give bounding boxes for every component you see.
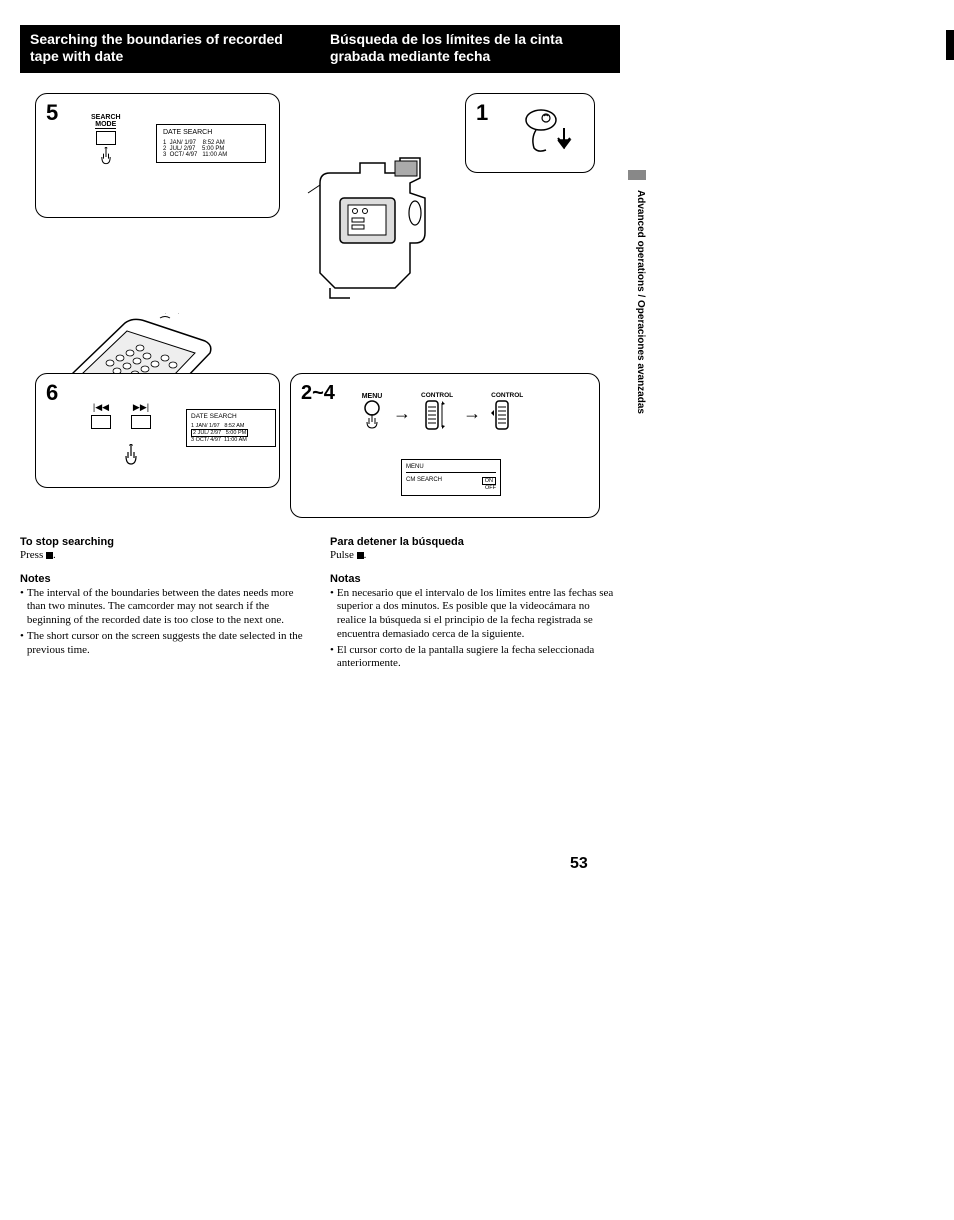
note-bullet: •El cursor corto de la pantalla sugiere … [330, 644, 620, 672]
note-bullet: •The short cursor on the screen suggests… [20, 630, 310, 658]
menu-label: MENU [361, 393, 383, 400]
power-switch-icon [516, 108, 581, 163]
step-2-4-number: 2~4 [301, 382, 335, 405]
body-text-columns: To stop searching Press . Notes •The int… [20, 536, 620, 672]
side-tab-icon [628, 170, 646, 180]
button-outline-icon [131, 415, 151, 429]
hand-press-icon [121, 444, 141, 468]
step-5-number: 5 [46, 100, 58, 126]
page-number: 53 [570, 855, 588, 873]
cm-search-label: CM SEARCH [406, 477, 442, 491]
search-mode-label-bottom: MODE [95, 121, 116, 129]
rewind-icon: |◀◀ [91, 402, 111, 413]
step-5-panel: 5 SEARCH MODE DATE SEARCH 1 JAN/ 1/97 8:… [35, 93, 280, 218]
search-mode-label-top: SEARCH [91, 114, 121, 121]
menu-screen-box: MENU CM SEARCH ON OFF [401, 459, 501, 496]
date-search-title-5: DATE SEARCH [163, 129, 259, 136]
arrow-right-icon: → [393, 403, 411, 424]
header-title-es: Búsqueda de los límites de la cinta grab… [320, 31, 610, 65]
note-bullet: •The interval of the boundaries between … [20, 587, 310, 628]
menu-button-diagram: MENU [361, 393, 383, 435]
control-dial-press-icon [491, 399, 517, 431]
stop-text-en: Press . [20, 549, 310, 561]
menu-control-flow: MENU → CONTROL [361, 392, 523, 436]
step-2-4-panel: 2~4 MENU → CONTROL [290, 373, 600, 518]
stop-icon [46, 552, 53, 559]
step-6-number: 6 [46, 380, 58, 406]
control-label: CONTROL [421, 392, 453, 399]
control-dial-1: CONTROL [421, 392, 453, 436]
date-row: 3 OCT/ 4/97 11:00 AM [163, 152, 259, 158]
menu-box-title: MENU [406, 464, 496, 473]
control-dial-icon [421, 399, 447, 431]
edge-mark [946, 30, 954, 60]
stop-icon [357, 552, 364, 559]
control-dial-2: CONTROL [491, 392, 523, 436]
date-search-display-5: DATE SEARCH 1 JAN/ 1/97 8:52 AM 2 JUL/ 2… [156, 124, 266, 163]
stop-heading-en: To stop searching [20, 536, 310, 548]
note-bullet: •En necesario que el intervalo de los lí… [330, 587, 620, 642]
menu-button-icon [361, 400, 383, 430]
arrow-right-icon: → [463, 403, 481, 424]
step-6-panel: 6 |◀◀ ▶▶| DATE SEARCH 1 JAN/ 1/97 8:52 A… [35, 373, 280, 488]
notes-heading-en: Notes [20, 573, 310, 585]
stop-heading-es: Para detener la búsqueda [330, 536, 620, 548]
step-1-number: 1 [476, 100, 488, 126]
search-mode-button-diagram: SEARCH MODE [91, 114, 121, 169]
button-outline-icon [96, 131, 116, 145]
forward-button-diagram: ▶▶| [131, 402, 151, 431]
control-label: CONTROL [491, 392, 523, 399]
on-option: ON [482, 477, 496, 485]
rewind-button-diagram: |◀◀ [91, 402, 111, 431]
page-content: Searching the boundaries of recorded tap… [20, 25, 620, 671]
on-off-toggle: ON OFF [482, 477, 496, 491]
date-row: 3 OCT/ 4/97 11:00 AM [191, 437, 271, 443]
date-search-title-6: DATE SEARCH [191, 413, 271, 420]
diagram-area: 5 SEARCH MODE DATE SEARCH 1 JAN/ 1/97 8:… [20, 83, 620, 518]
forward-icon: ▶▶| [131, 402, 151, 413]
step-1-panel: 1 [465, 93, 595, 173]
body-column-en: To stop searching Press . Notes •The int… [20, 536, 310, 672]
notes-heading-es: Notas [330, 573, 620, 585]
off-option: OFF [485, 485, 496, 491]
hand-press-icon [97, 147, 115, 167]
body-column-es: Para detener la búsqueda Pulse . Notas •… [330, 536, 620, 672]
header-title-en: Searching the boundaries of recorded tap… [30, 31, 320, 65]
header-bar: Searching the boundaries of recorded tap… [20, 25, 620, 73]
camcorder-illustration [300, 143, 450, 303]
date-search-display-6: DATE SEARCH 1 JAN/ 1/97 8:52 AM 2 JUL/ 2… [186, 409, 276, 447]
side-section-label: Advanced operations / Operaciones avanza… [635, 190, 646, 470]
date-row-selected: 2 JUL/ 2/97 5:00 PM [191, 429, 271, 437]
nav-buttons-group: |◀◀ ▶▶| [91, 402, 151, 431]
stop-text-es: Pulse . [330, 549, 620, 561]
button-outline-icon [91, 415, 111, 429]
